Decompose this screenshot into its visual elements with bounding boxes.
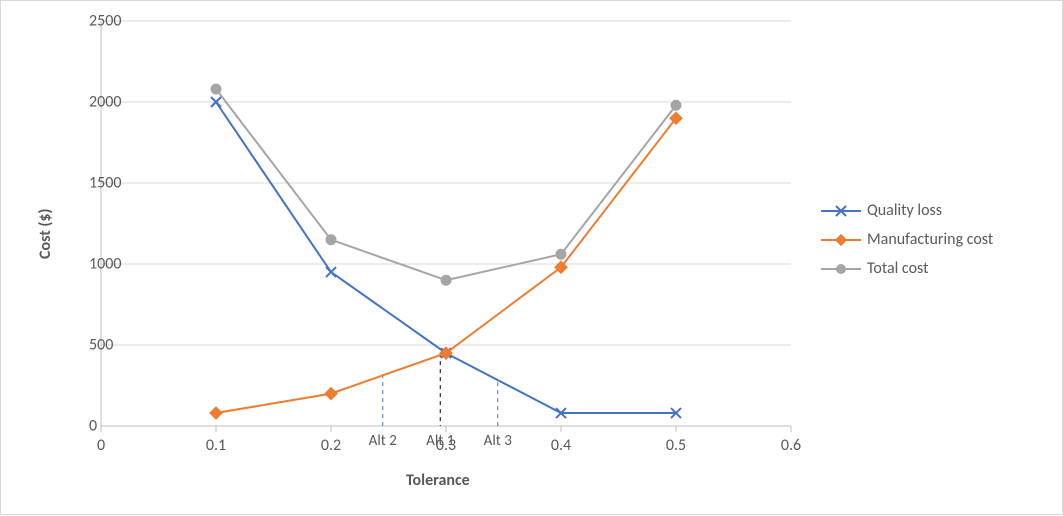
annotation-label: Alt 3 bbox=[484, 432, 512, 450]
x-tick-label: 0.5 bbox=[666, 436, 686, 455]
x-axis-title: Tolerance bbox=[406, 471, 470, 490]
chart-container: Cost ($) Tolerance 050010001500200025000… bbox=[0, 0, 1063, 515]
y-axis-title: Cost ($) bbox=[36, 208, 55, 259]
x-tick-label: 0.4 bbox=[551, 436, 571, 455]
x-tick-label: 0.1 bbox=[206, 436, 226, 455]
annotation-label: Alt 1 bbox=[426, 432, 454, 450]
legend-item: Quality loss bbox=[821, 201, 993, 220]
x-tick-label: 0.6 bbox=[781, 436, 801, 455]
legend-label: Quality loss bbox=[867, 201, 942, 220]
legend-label: Manufacturing cost bbox=[867, 230, 993, 249]
x-tick-label: 0.2 bbox=[321, 436, 341, 455]
x-tick-label: 0 bbox=[97, 436, 105, 455]
legend-swatch bbox=[821, 231, 861, 249]
annotation-label: Alt 2 bbox=[369, 432, 397, 450]
legend: Quality loss Manufacturing cost Total cost bbox=[821, 201, 993, 278]
legend-swatch bbox=[821, 260, 861, 278]
legend-item: Total cost bbox=[821, 259, 993, 278]
legend-label: Total cost bbox=[867, 259, 928, 278]
legend-item: Manufacturing cost bbox=[821, 230, 993, 249]
legend-swatch bbox=[821, 202, 861, 220]
